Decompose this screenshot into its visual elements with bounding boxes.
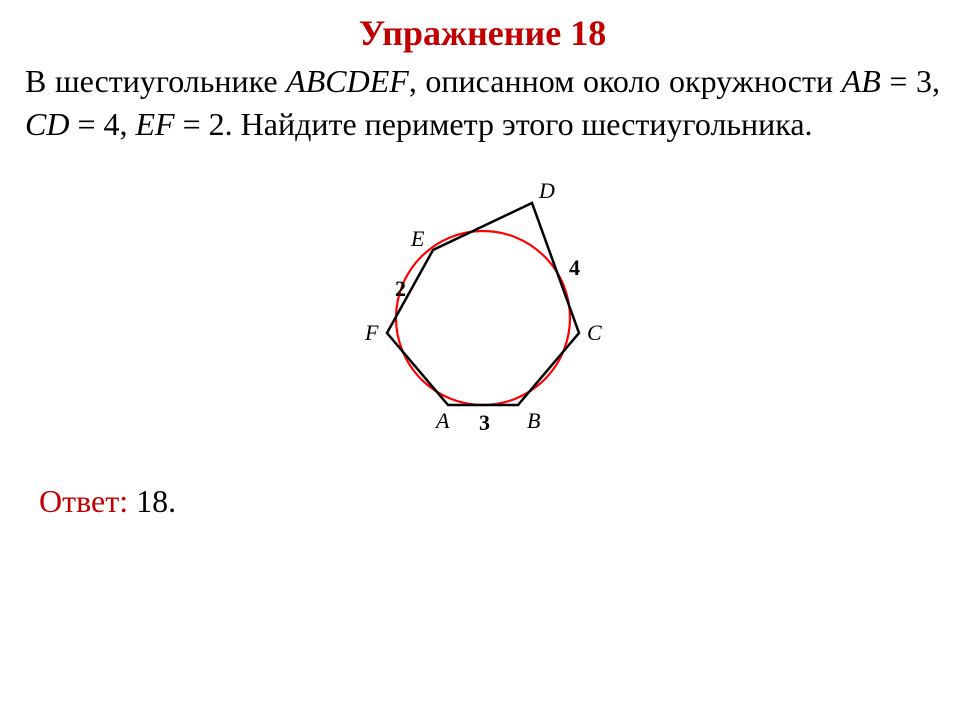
problem-eq1: = 3,	[881, 63, 940, 99]
vertex-label-b: B	[527, 408, 540, 433]
problem-mid1: , описанном около окружности	[409, 63, 842, 99]
side-label-2: 2	[395, 276, 406, 301]
side-ef: EF	[136, 106, 175, 142]
problem-eq2: = 4,	[69, 106, 135, 142]
side-label-1: 4	[569, 255, 580, 280]
vertex-label-c: C	[587, 320, 602, 345]
vertex-label-d: D	[538, 178, 555, 203]
hex-name: ABCDEF	[286, 63, 409, 99]
problem-eq3: = 2. Найдите периметр этого шестиугольни…	[175, 106, 813, 142]
answer-value: 18.	[128, 483, 176, 519]
slide: Упражнение 18 В шестиугольнике ABCDEF, о…	[0, 0, 960, 720]
side-label-0: 3	[479, 410, 490, 435]
vertex-label-e: E	[410, 226, 425, 251]
side-ab: AB	[842, 63, 881, 99]
answer-line: Ответ: 18.	[39, 483, 940, 520]
hexagon-figure: A B C D E F 3 4 2	[333, 168, 633, 458]
side-cd: CD	[25, 106, 69, 142]
problem-pre: В шестиугольнике	[25, 63, 286, 99]
answer-label: Ответ:	[39, 483, 128, 519]
problem-text: В шестиугольнике ABCDEF, описанном около…	[25, 60, 940, 146]
vertex-label-a: A	[434, 408, 450, 433]
title: Упражнение 18	[25, 12, 940, 54]
vertex-label-f: F	[364, 320, 379, 345]
figure-container: A B C D E F 3 4 2	[25, 168, 940, 463]
